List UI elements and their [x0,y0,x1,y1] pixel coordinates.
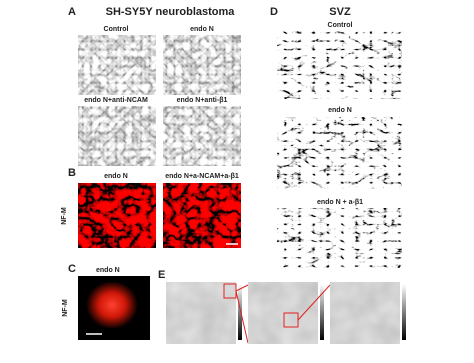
zoom-line [297,284,331,321]
image-label: Control [328,22,353,29]
afm-image [330,282,400,344]
micrograph [78,35,156,95]
panel-letter: C [68,263,76,275]
colorbar [320,284,324,340]
stain-label: NF-M [61,207,68,225]
image-label: endo N [104,173,128,180]
image-label: endo N + a-β1 [317,199,363,206]
micrograph [277,208,402,268]
image-label: endo N+anti-β1 [177,97,228,104]
fluorescence-image [163,183,241,248]
panel-title: SH-SY5Y neuroblastoma [106,6,236,18]
zoom-line [235,284,249,292]
colorbar [402,284,406,340]
micrograph [277,117,402,189]
micrograph [78,106,156,166]
image-label: endo N+a-NCAM+a-β1 [165,173,239,180]
panel-letter: D [270,6,278,18]
panel-letter: E [158,269,165,281]
image-label: Control [104,26,129,33]
image-label: endo N [96,267,120,274]
micrograph [163,35,241,95]
zoom-line [235,290,249,344]
stain-label: NF-M [62,299,69,317]
micrograph [163,106,241,166]
image-label: endo N [328,107,352,114]
image-label: endo N [190,26,214,33]
panel-letter: B [68,167,76,179]
panel-title: SVZ [329,6,351,18]
micrograph [277,31,402,99]
afm-image [248,282,318,344]
fluorescence-image [78,183,156,248]
panel-letter: A [68,6,76,18]
colorbar [238,284,242,340]
afm-image [166,282,236,344]
cell [86,281,138,329]
image-label: endo N+anti-NCAM [84,97,148,104]
